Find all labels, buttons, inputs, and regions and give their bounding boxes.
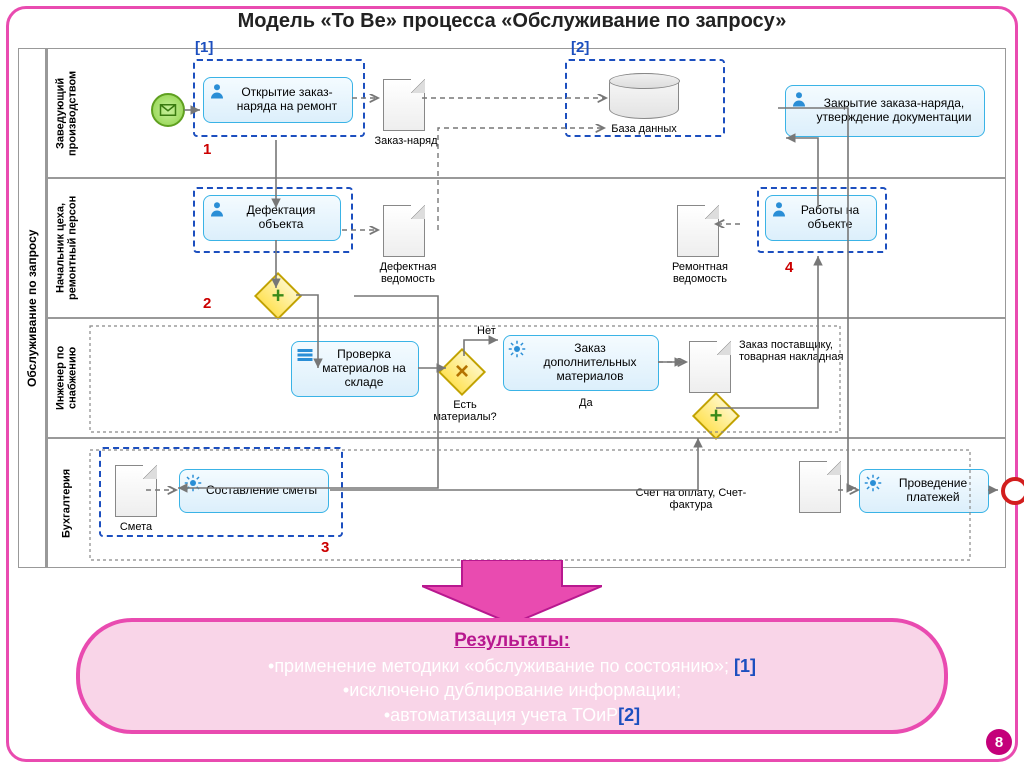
gateway-parallel-1 xyxy=(254,272,302,320)
user-icon xyxy=(770,200,788,218)
list-icon xyxy=(296,346,314,364)
lane-3-name: Инженер по снабжению xyxy=(47,319,85,437)
end-event xyxy=(1001,477,1024,505)
doc-defect-label: Дефектная ведомость xyxy=(363,261,453,285)
task-payments: Проведение платежей xyxy=(859,469,989,513)
start-event xyxy=(151,93,185,127)
lane-4-body: Смета Составление сметы 3 Счет на оплату… xyxy=(85,439,1005,567)
gw-question: Есть материалы? xyxy=(423,399,507,423)
results-box: Результаты: •применение методики «обслуж… xyxy=(76,618,948,734)
lane-1-body: [1] Открытие заказ-наряда на ремонт 1 За… xyxy=(85,49,1005,177)
doc-supplier-label: Заказ поставщику, товарная накладная xyxy=(739,339,869,363)
lane-1: Заведующий производством [1] Открытие за… xyxy=(46,48,1006,178)
tag-1: [1] xyxy=(195,39,213,56)
lane-2-body: Дефектация объекта 2 Дефектная ведомость… xyxy=(85,179,1005,317)
doc-invoice-label: Счет на оплату, Счет-фактура xyxy=(631,487,751,511)
task-label: Заказ дополнительных материалов xyxy=(530,342,650,383)
task-label: Закрытие заказа-наряда, утверждение доку… xyxy=(812,97,976,125)
results-title: Результаты: xyxy=(110,630,914,652)
result-item: •применение методики «обслуживание по со… xyxy=(110,654,914,678)
gateway-parallel-2 xyxy=(692,392,740,440)
task-works: Работы на объекте xyxy=(765,195,877,241)
gear-icon xyxy=(184,474,202,492)
red-2: 2 xyxy=(203,295,211,312)
gear-icon xyxy=(864,474,882,492)
task-defect: Дефектация объекта xyxy=(203,195,341,241)
lane-4: Бухгалтерия Смета Составление сметы 3 Сч… xyxy=(46,438,1006,568)
task-close-order: Закрытие заказа-наряда, утверждение доку… xyxy=(785,85,985,137)
bpmn-pool: Обслуживание по запросу Заведующий произ… xyxy=(18,48,1006,568)
lane-2: Начальник цеха, ремонтный персон Дефекта… xyxy=(46,178,1006,318)
doc-payment xyxy=(799,461,841,513)
result-item: •исключено дублирование информации; xyxy=(110,678,914,702)
db-label: База данных xyxy=(591,123,697,135)
user-icon xyxy=(790,90,808,108)
doc-repair-label: Ремонтная ведомость xyxy=(655,261,745,285)
results-list: •применение методики «обслуживание по со… xyxy=(110,654,914,727)
lane-4-name: Бухгалтерия xyxy=(47,439,85,567)
gateway-exclusive xyxy=(438,348,486,396)
result-item: •автоматизация учета ТОиР[2] xyxy=(110,703,914,727)
user-icon xyxy=(208,82,226,100)
doc-supplier xyxy=(689,341,731,393)
red-1: 1 xyxy=(203,141,211,158)
database-icon xyxy=(609,73,679,119)
task-estimate: Составление сметы xyxy=(179,469,329,513)
gear-icon xyxy=(508,340,526,358)
red-4: 4 xyxy=(785,259,793,276)
doc-repair xyxy=(677,205,719,257)
gw-yes: Да xyxy=(579,397,593,409)
lane-1-name: Заведующий производством xyxy=(47,49,85,177)
lane-3-body: Проверка материалов на складе Есть матер… xyxy=(85,319,1005,437)
task-label: Проверка материалов на складе xyxy=(318,348,410,389)
pool-name: Обслуживание по запросу xyxy=(18,48,46,568)
lane-3: Инженер по снабжению Проверка материалов… xyxy=(46,318,1006,438)
user-icon xyxy=(208,200,226,218)
task-label: Проведение платежей xyxy=(886,477,980,505)
task-open-order: Открытие заказ-наряда на ремонт xyxy=(203,77,353,123)
slide-title: Модель «To Be» процесса «Обслуживание по… xyxy=(0,10,1024,33)
gw-no: Нет xyxy=(477,325,496,337)
task-label: Открытие заказ-наряда на ремонт xyxy=(230,86,344,114)
page-number: 8 xyxy=(986,729,1012,755)
doc-defect xyxy=(383,205,425,257)
doc-order-label: Заказ-наряд xyxy=(361,135,451,147)
task-label: Дефектация объекта xyxy=(230,204,332,232)
task-order-materials: Заказ дополнительных материалов xyxy=(503,335,659,391)
tag-2: [2] xyxy=(571,39,589,56)
doc-order xyxy=(383,79,425,131)
big-arrow-icon xyxy=(422,560,602,624)
task-label: Работы на объекте xyxy=(792,204,868,232)
task-label: Составление сметы xyxy=(206,484,317,498)
lane-2-name: Начальник цеха, ремонтный персон xyxy=(47,179,85,317)
red-3: 3 xyxy=(321,539,329,556)
task-check-stock: Проверка материалов на складе xyxy=(291,341,419,397)
